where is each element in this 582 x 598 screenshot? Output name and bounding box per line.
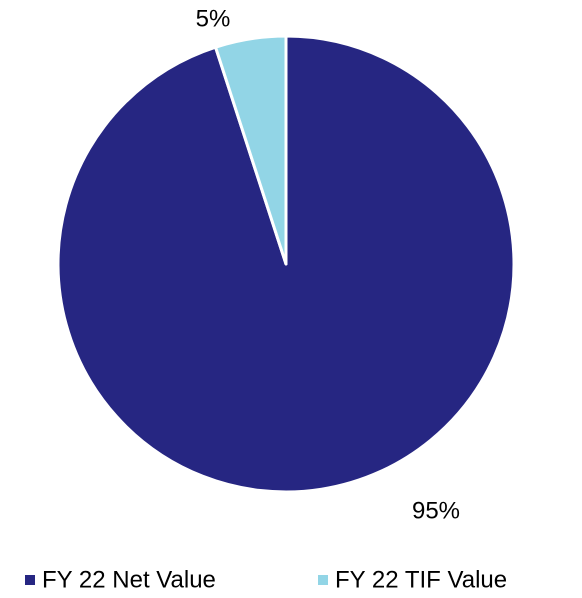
data-label: 5% (196, 5, 231, 32)
legend-swatch (318, 575, 328, 585)
pie-slice (214, 34, 288, 266)
legend-label: FY 22 TIF Value (335, 566, 507, 593)
data-label: 95% (412, 497, 460, 524)
legend-swatch (25, 575, 35, 585)
legend-label: FY 22 Net Value (42, 566, 216, 593)
